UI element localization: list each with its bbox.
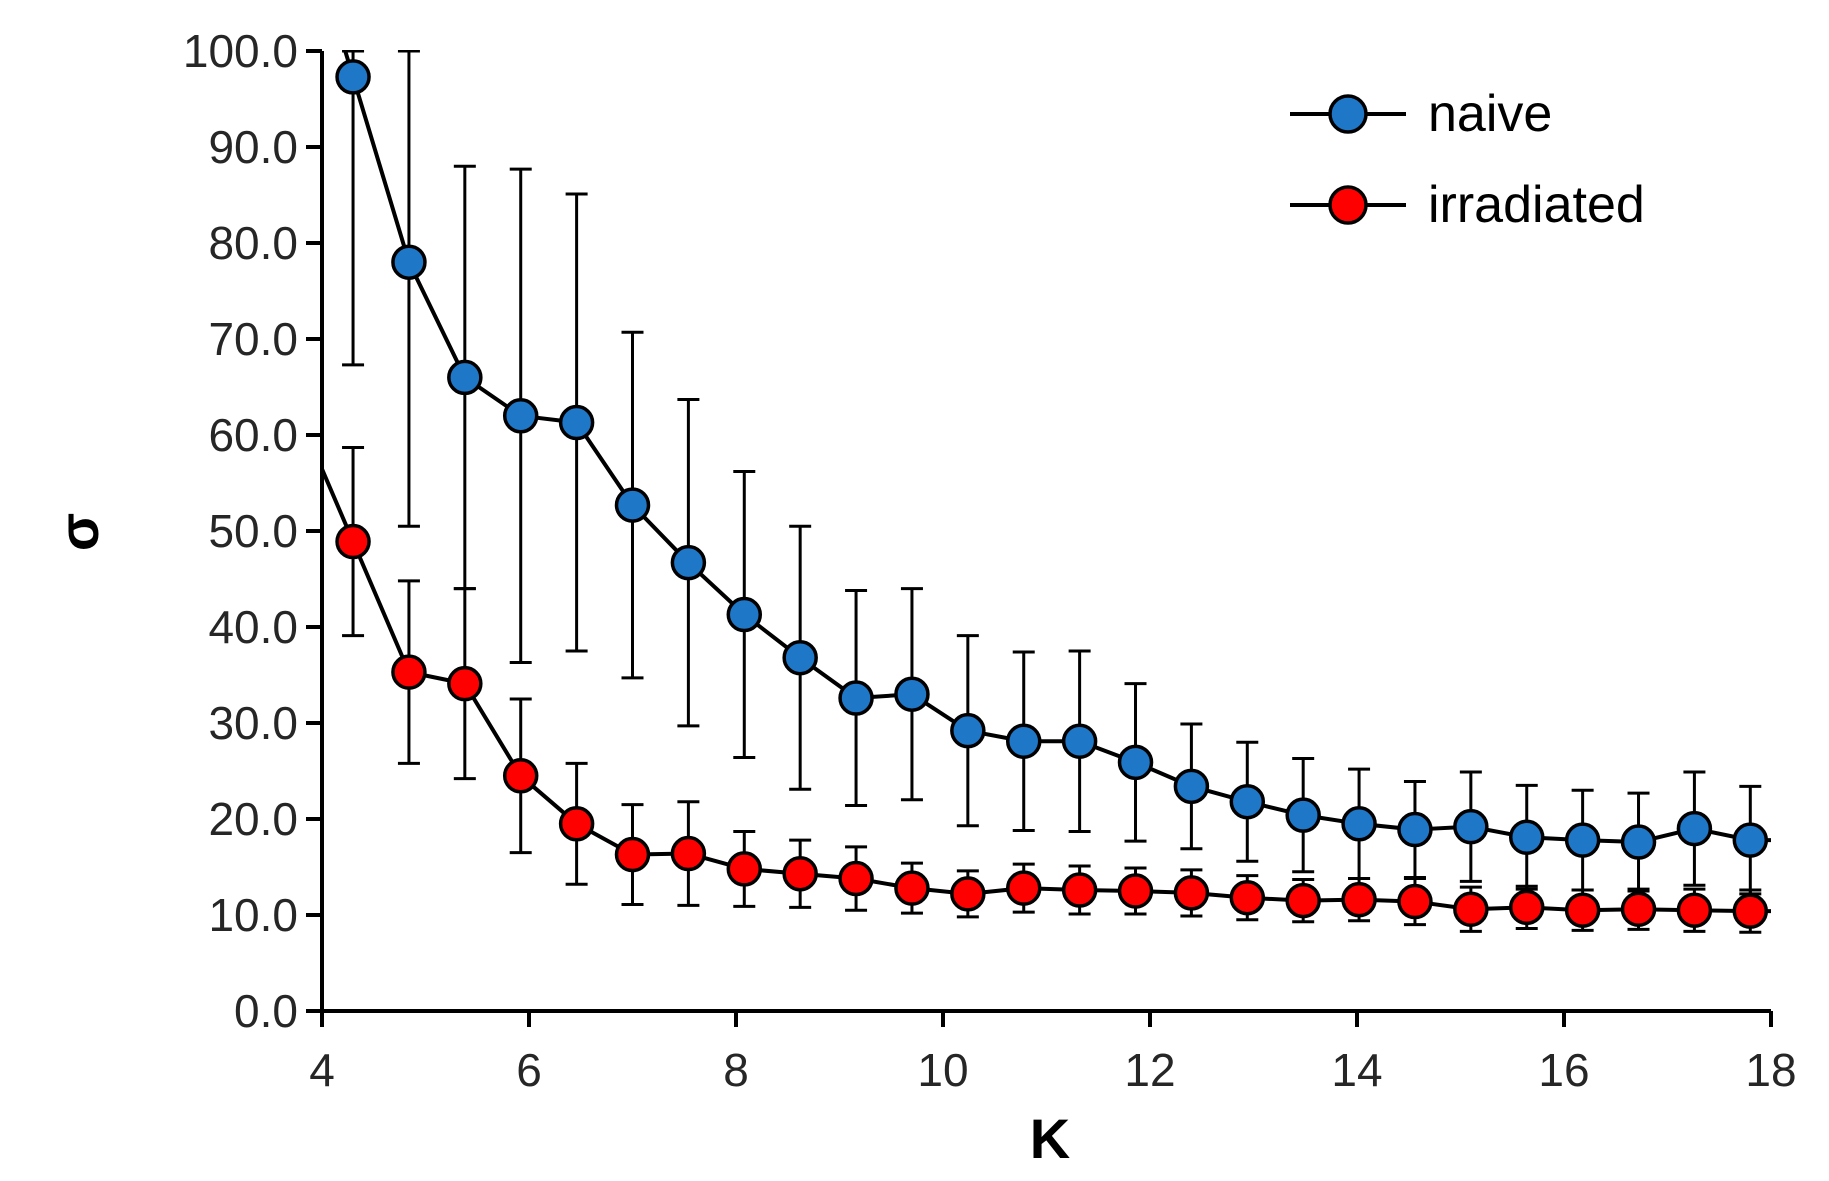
data-point-irradiated <box>1564 892 1601 928</box>
x-tick-label: 4 <box>309 1044 335 1096</box>
data-point-irradiated <box>1453 891 1489 927</box>
y-axis-title: σ <box>47 513 110 551</box>
x-tick-label: 16 <box>1538 1044 1589 1096</box>
legend-label: irradiated <box>1428 176 1645 234</box>
data-point-irradiated <box>1676 892 1713 928</box>
data-point-naive <box>1564 822 1601 858</box>
data-point-irradiated <box>1341 881 1377 918</box>
data-point-naive <box>894 676 930 712</box>
data-point-irradiated <box>1732 893 1769 929</box>
error-bar-naive <box>342 50 365 367</box>
data-point-irradiated <box>894 870 930 906</box>
data-point-naive <box>1341 806 1377 842</box>
data-point-irradiated <box>1285 882 1321 919</box>
data-point-naive <box>502 398 539 434</box>
data-point-irradiated <box>1229 879 1266 916</box>
data-point-naive <box>1508 819 1545 855</box>
data-point-naive <box>726 596 763 633</box>
y-tick-label: 60.0 <box>208 409 298 461</box>
series-line-irradiated <box>322 468 1771 914</box>
data-point-irradiated <box>1397 883 1433 920</box>
data-point-irradiated <box>447 665 483 702</box>
data-point-irradiated <box>670 835 707 872</box>
legend-item-naive: naive <box>1290 85 1552 143</box>
data-point-irradiated <box>838 860 874 897</box>
data-point-naive <box>1453 808 1489 845</box>
x-tick-label: 18 <box>1745 1044 1796 1096</box>
y-tick-label: 70.0 <box>208 313 298 365</box>
error-bar-naive <box>397 50 420 528</box>
y-tick-label: 0.0 <box>234 985 298 1037</box>
y-tick-label: 20.0 <box>208 793 298 845</box>
data-point-naive <box>782 639 818 676</box>
data-point-naive <box>614 487 651 523</box>
x-tick-label: 6 <box>516 1044 542 1096</box>
legend-marker <box>1328 94 1368 134</box>
y-tick-label: 40.0 <box>208 601 298 653</box>
x-tick-label: 12 <box>1124 1044 1175 1096</box>
data-point-naive <box>558 404 595 441</box>
data-point-naive <box>391 244 427 280</box>
data-point-irradiated <box>1620 891 1657 927</box>
data-point-naive <box>950 712 986 749</box>
data-point-irradiated <box>950 876 986 912</box>
x-tick-label: 10 <box>917 1044 968 1096</box>
data-point-irradiated <box>1061 872 1098 908</box>
data-point-naive <box>1676 810 1713 847</box>
data-point-irradiated <box>782 855 818 892</box>
x-tick-label: 14 <box>1331 1044 1382 1096</box>
data-point-naive <box>670 544 707 581</box>
data-point-naive <box>1061 723 1098 759</box>
y-tick-label: 50.0 <box>208 505 298 557</box>
data-point-naive <box>1285 797 1321 833</box>
axes: 0.0 10.0 20.0 30.0 40.0 50.0 60.0 70.0 80.0 90.0 1… <box>183 25 1797 1096</box>
data-point-naive <box>335 59 371 95</box>
data-point-irradiated <box>1005 870 1042 906</box>
data-point-irradiated <box>1508 889 1545 926</box>
y-tick-label: 30.0 <box>208 697 298 749</box>
data-point-naive <box>1173 768 1210 805</box>
data-point-naive <box>1397 811 1433 848</box>
series-line-naive <box>342 50 1771 845</box>
data-point-irradiated <box>1117 873 1154 909</box>
y-tick-label: 10.0 <box>208 889 298 941</box>
data-point-irradiated <box>391 654 427 690</box>
data-point-irradiated <box>614 836 651 873</box>
x-axis-title: K <box>1030 1107 1070 1170</box>
data-point-naive <box>1620 824 1657 860</box>
data-point-naive <box>838 680 874 716</box>
data-point-naive <box>1005 723 1042 759</box>
legend-item-irradiated: irradiated <box>1290 176 1645 234</box>
data-point-irradiated <box>1173 875 1210 911</box>
y-tick-label: 80.0 <box>208 217 298 269</box>
y-tick-label: 100.0 <box>183 25 298 77</box>
y-tick-label: 90.0 <box>208 121 298 173</box>
data-point-naive <box>1229 783 1266 820</box>
data-point-irradiated <box>558 806 595 842</box>
data-point-irradiated <box>726 851 763 887</box>
plot-area <box>322 50 1771 934</box>
data-point-irradiated <box>502 758 539 794</box>
data-point-naive <box>447 359 483 396</box>
series-group <box>322 50 1771 934</box>
data-point-naive <box>1117 744 1154 781</box>
x-tick-label: 8 <box>723 1044 749 1096</box>
legend-label: naive <box>1428 85 1552 143</box>
legend-marker <box>1328 185 1368 225</box>
data-point-naive <box>1732 822 1769 858</box>
data-point-irradiated <box>335 523 371 560</box>
legend: naive irradiated <box>1290 85 1645 234</box>
